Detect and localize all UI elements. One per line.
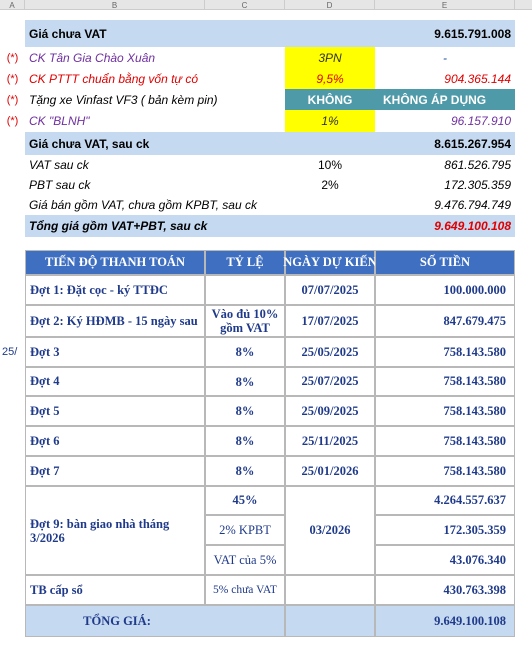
- stage-amount: 43.076.340: [375, 545, 515, 575]
- stage-date: 25/05/2025: [285, 337, 375, 367]
- stage-amount: 758.143.580: [375, 456, 515, 486]
- stage-rate: 45%: [205, 486, 285, 515]
- stage-date: 03/2026: [285, 486, 375, 575]
- value: 904.365.144: [444, 71, 511, 86]
- stage-rate: 2% KPBT: [205, 515, 285, 545]
- marker: (*): [6, 72, 19, 85]
- value: 861.526.795: [444, 158, 511, 172]
- stage-date: 25/01/2026: [285, 456, 375, 486]
- value: 8.615.267.954: [434, 136, 511, 151]
- column-letter: B: [25, 0, 205, 10]
- row-label: CK Tân Gia Chào Xuân: [29, 50, 156, 65]
- stage-label: Đợt 3: [25, 337, 205, 367]
- stage-label: Đợt 6: [25, 426, 205, 456]
- stage-label: Đợt 7: [25, 456, 205, 486]
- row-bg: [25, 132, 515, 155]
- stage-rate: 8%: [205, 337, 285, 367]
- stage-amount: 758.143.580: [375, 426, 515, 456]
- rate: 9,5%: [285, 68, 375, 89]
- column-letter: C: [205, 0, 285, 10]
- marker: (*): [6, 51, 19, 64]
- stage-amount: 758.143.580: [375, 367, 515, 396]
- row-label: Giá bán gồm VAT, chưa gồm KPBT, sau ck: [29, 198, 257, 212]
- row-label: CK PTTT chuẩn bằng vốn tự có: [29, 71, 199, 86]
- row-label: Tổng giá gồm VAT+PBT, sau ck: [29, 219, 208, 233]
- stage-label: Đợt 4: [25, 367, 205, 396]
- value: 172.305.359: [444, 178, 511, 192]
- total-amount: 9.649.100.108: [375, 605, 515, 637]
- rate: 10%: [317, 158, 343, 172]
- row-label: Giá chưa VAT: [29, 26, 107, 41]
- stage-rate: 5% chưa VAT: [205, 575, 285, 605]
- row-bg: [25, 20, 515, 47]
- stage-label: Đợt 5: [25, 396, 205, 426]
- stage-date: 25/07/2025: [285, 367, 375, 396]
- row-label: VAT sau ck: [29, 158, 89, 172]
- row-label: Tặng xe Vinfast VF3 ( bản kèm pin): [29, 92, 218, 107]
- table-header: NGÀY DỰ KIẾN: [283, 250, 377, 275]
- side-note: 25/: [2, 346, 18, 358]
- stage-label: Đợt 1: Đặt cọc - ký TTĐC: [25, 275, 205, 305]
- marker: (*): [6, 115, 19, 127]
- value: 9.649.100.108: [434, 219, 511, 233]
- table-header: TỶ LỆ: [205, 250, 285, 275]
- row-label: CK "BLNH": [29, 114, 90, 128]
- value: 96.157.910: [450, 114, 511, 128]
- rate: KHÔNG: [285, 89, 375, 110]
- stage-label: Đợt 9: bàn giao nhà tháng 3/2026: [25, 486, 205, 575]
- column-letter: D: [285, 0, 375, 10]
- table-header: TIẾN ĐỘ THANH TOÁN: [25, 250, 205, 275]
- stage-rate: 8%: [205, 367, 285, 396]
- row-label: Giá chưa VAT, sau ck: [29, 136, 150, 151]
- marker: (*): [6, 93, 19, 106]
- stage-amount: 758.143.580: [375, 396, 515, 426]
- stage-rate: [205, 275, 285, 305]
- value: 9.476.794.749: [434, 198, 511, 212]
- column-header-bg: [0, 0, 532, 10]
- table-header: SỐ TIỀN: [375, 250, 515, 275]
- value: 9.615.791.008: [434, 26, 511, 41]
- stage-amount: 758.143.580: [375, 337, 515, 367]
- stage-rate: 8%: [205, 456, 285, 486]
- stage-amount: 172.305.359: [375, 515, 515, 545]
- stage-amount: 100.000.000: [375, 275, 515, 305]
- stage-amount: 847.679.475: [375, 305, 515, 337]
- stage-amount: 4.264.557.637: [375, 486, 515, 515]
- stage-rate: 8%: [205, 396, 285, 426]
- total-bg: [285, 605, 375, 637]
- stage-date: 25/09/2025: [285, 396, 375, 426]
- total-label: TỔNG GIÁ:: [25, 605, 285, 637]
- rate: 3PN: [285, 47, 375, 68]
- stage-rate: Vào đủ 10% gồm VAT: [205, 305, 285, 337]
- column-letter: A: [0, 0, 25, 10]
- stage-date: 17/07/2025: [285, 305, 375, 337]
- value: -: [443, 50, 447, 65]
- stage-label: TB cấp sổ: [25, 575, 205, 605]
- stage-rate: VAT của 5%: [205, 545, 285, 575]
- stage-date: 25/11/2025: [285, 426, 375, 456]
- stage-label: Đợt 2: Ký HĐMB - 15 ngày sau: [25, 305, 205, 337]
- row-label: PBT sau ck: [29, 178, 91, 192]
- value: KHÔNG ÁP DỤNG: [375, 89, 515, 110]
- stage-rate: 8%: [205, 426, 285, 456]
- column-letter: E: [375, 0, 515, 10]
- stage-date: 07/07/2025: [285, 275, 375, 305]
- row-bg: [25, 215, 515, 237]
- stage-date: [285, 575, 375, 605]
- stage-amount: 430.763.398: [375, 575, 515, 605]
- rate: 1%: [285, 110, 375, 132]
- rate: 2%: [321, 178, 339, 192]
